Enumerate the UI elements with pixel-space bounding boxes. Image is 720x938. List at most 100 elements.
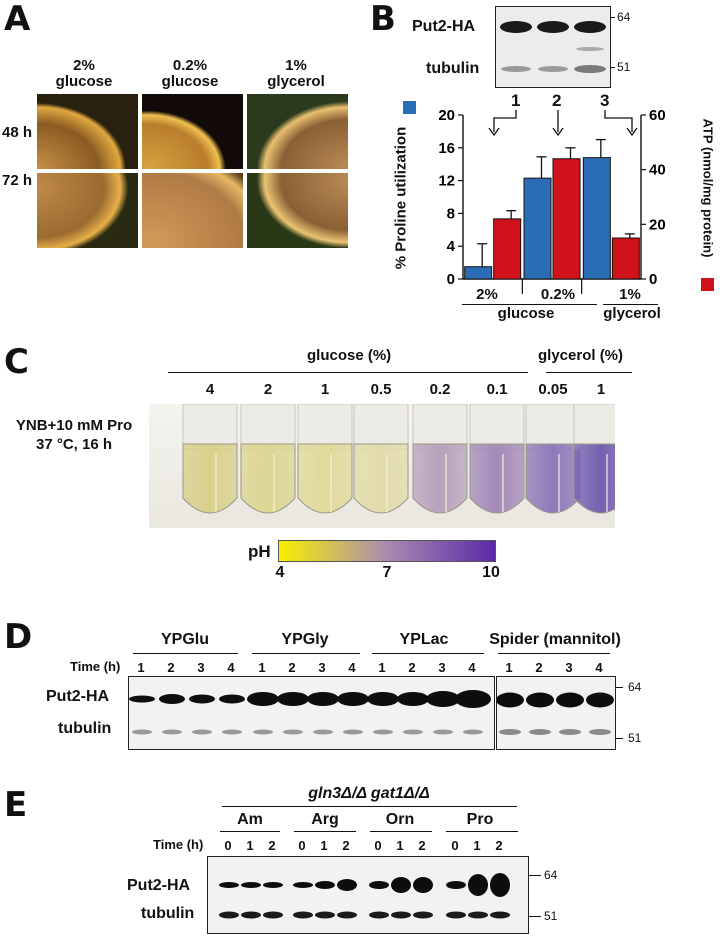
tubulin-band	[219, 911, 239, 919]
media-yplac: YPLac	[399, 631, 449, 648]
tubulin-band	[192, 729, 212, 735]
band-put2-lane2	[537, 21, 569, 33]
tubulin-band	[373, 729, 393, 735]
ph-color-bar	[278, 540, 496, 562]
concentration-label: 0.5	[370, 381, 392, 398]
panel-d-tubulin-label: tubulin	[58, 720, 112, 737]
source-orn: Orn	[385, 811, 415, 828]
media-spider: Spider (mannitol)	[489, 631, 621, 648]
panel-a-col-header-1: 2% glucose	[55, 57, 113, 90]
time-label: 1	[396, 838, 404, 853]
time-label: 1	[137, 660, 145, 675]
media-ypgly: YPGly	[281, 631, 329, 648]
panel-d-tick-51	[615, 738, 623, 739]
panel-a-row-72h: 72 h	[2, 172, 33, 189]
tubulin-band	[446, 911, 466, 919]
band-put2-lane3	[574, 21, 606, 33]
tubulin-band	[293, 911, 313, 919]
source-line-orn	[370, 831, 432, 832]
source-arg: Arg	[311, 811, 339, 828]
time-label: 0	[374, 838, 382, 853]
band-tubulin-lane1	[501, 66, 531, 72]
put2-band	[369, 881, 389, 889]
bar-atp-3	[611, 237, 640, 280]
lane-number-1: 1	[511, 91, 521, 110]
tubulin-band	[315, 911, 335, 919]
panel-a-letter: A	[4, 0, 31, 39]
lane-number-3: 3	[600, 91, 610, 110]
put2-band	[526, 692, 554, 708]
put2-band	[277, 692, 309, 706]
put2-band	[496, 692, 524, 708]
tubulin-band	[313, 729, 333, 735]
time-label: 4	[595, 660, 603, 675]
panel-b-tubulin-label: tubulin	[426, 60, 480, 77]
put2-band	[263, 882, 283, 888]
time-label: 2	[495, 838, 503, 853]
concentration-label: 4	[205, 381, 215, 398]
bar-proline-1	[464, 266, 493, 280]
tube-culture	[240, 443, 296, 514]
tube-culture	[412, 443, 468, 514]
tubulin-band	[369, 911, 389, 919]
time-label: 2	[268, 838, 276, 853]
panel-d-marker-64: 64	[628, 680, 642, 694]
colony-image-48h-02pct-glucose	[142, 94, 243, 169]
media-line-yplac	[372, 653, 484, 654]
colony-image-72h-1pct-glycerol	[247, 173, 348, 248]
put2-band	[468, 874, 488, 896]
bar-atp-1	[493, 218, 522, 280]
genotype-line	[222, 806, 517, 807]
lane-number-2: 2	[552, 91, 562, 110]
x-group-glycerol: glycerol	[603, 305, 661, 322]
y-right-tick-label: 0	[649, 271, 657, 288]
panel-e-put2-label: Put2-HA	[127, 877, 191, 894]
time-label: 0	[451, 838, 459, 853]
tubulin-band	[413, 911, 433, 919]
put2-band	[426, 691, 460, 707]
concentration-label: 1	[596, 381, 606, 398]
time-label: 0	[224, 838, 232, 853]
genotype-label: gln3Δ/Δ gat1Δ/Δ	[308, 785, 430, 802]
put2-band	[455, 690, 491, 708]
glucose-header-line	[168, 372, 528, 373]
panel-d-blot-left	[128, 676, 495, 750]
y-left-tick-label: 12	[438, 173, 455, 190]
panel-e-marker-51: 51	[544, 909, 558, 923]
tube-glass	[469, 403, 525, 450]
tubulin-band	[433, 729, 453, 735]
concentration-label: 0.05	[538, 381, 568, 398]
time-label: 1	[378, 660, 386, 675]
time-label: 2	[418, 838, 426, 853]
tube-glass	[297, 403, 353, 450]
time-label: 3	[438, 660, 446, 675]
time-label: 3	[318, 660, 326, 675]
band-tubulin-lane2	[538, 66, 568, 72]
tube-glass	[182, 403, 238, 450]
y-left-tick-label: 8	[447, 205, 455, 222]
media-line-spider	[498, 653, 610, 654]
time-label: 1	[320, 838, 328, 853]
tube-culture	[469, 443, 525, 514]
put2-band	[241, 882, 261, 888]
time-label: 3	[197, 660, 205, 675]
tubulin-band	[263, 911, 283, 919]
put2-band	[337, 692, 369, 706]
concentration-label: 0.1	[486, 381, 508, 398]
tubulin-band	[463, 729, 483, 735]
time-label: 1	[505, 660, 513, 675]
y-right-tick-label: 20	[649, 216, 666, 233]
y-left-tick-label: 0	[447, 271, 455, 288]
legend-blue-swatch	[403, 101, 416, 114]
time-label: 2	[288, 660, 296, 675]
source-line-arg	[294, 831, 356, 832]
tubulin-band	[589, 729, 611, 735]
source-line-pro	[446, 831, 518, 832]
time-label: 2	[167, 660, 175, 675]
glucose-header: glucose (%)	[307, 347, 392, 364]
tubulin-band	[283, 729, 303, 735]
y-left-tick-label: 16	[438, 140, 455, 157]
time-label: 1	[258, 660, 266, 675]
put2-band	[337, 879, 357, 891]
put2-band	[159, 694, 185, 704]
